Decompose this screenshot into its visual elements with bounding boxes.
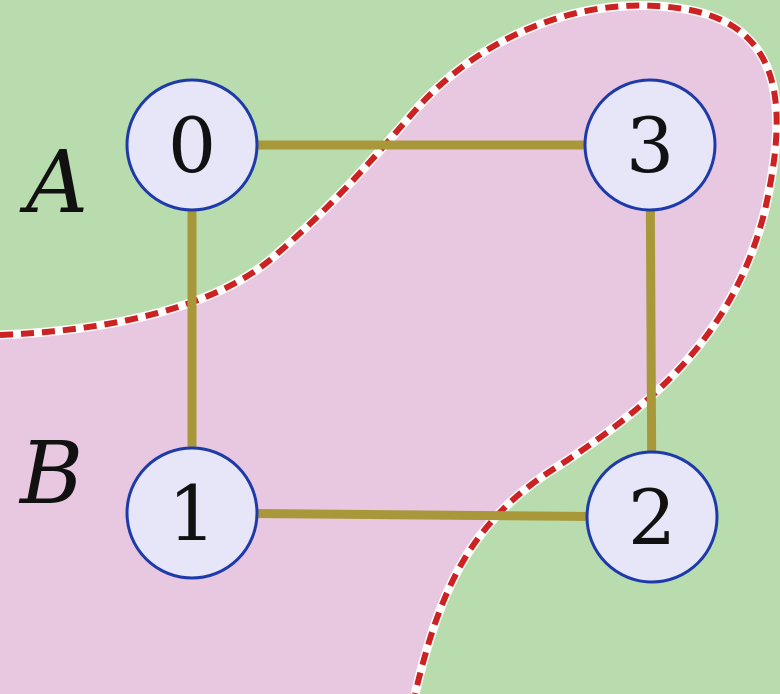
node-2: 2 <box>585 450 719 584</box>
node-circle-2 <box>585 450 719 584</box>
region-label-b: B <box>18 424 83 524</box>
edge-2-1 <box>191 508 653 522</box>
node-3: 3 <box>583 78 717 212</box>
region-label-a: A <box>19 133 88 233</box>
node-0: 0 <box>125 78 259 212</box>
node-1: 1 <box>125 446 259 580</box>
node-label-0: 0 <box>168 101 216 190</box>
node-label-3: 3 <box>626 101 674 190</box>
node-circle-0 <box>125 78 259 212</box>
nodes-group: 0 1 2 3 <box>125 78 719 584</box>
node-circle-1 <box>125 446 259 580</box>
node-label-1: 1 <box>168 469 216 558</box>
node-label-2: 2 <box>628 473 676 562</box>
node-circle-3 <box>583 78 717 212</box>
